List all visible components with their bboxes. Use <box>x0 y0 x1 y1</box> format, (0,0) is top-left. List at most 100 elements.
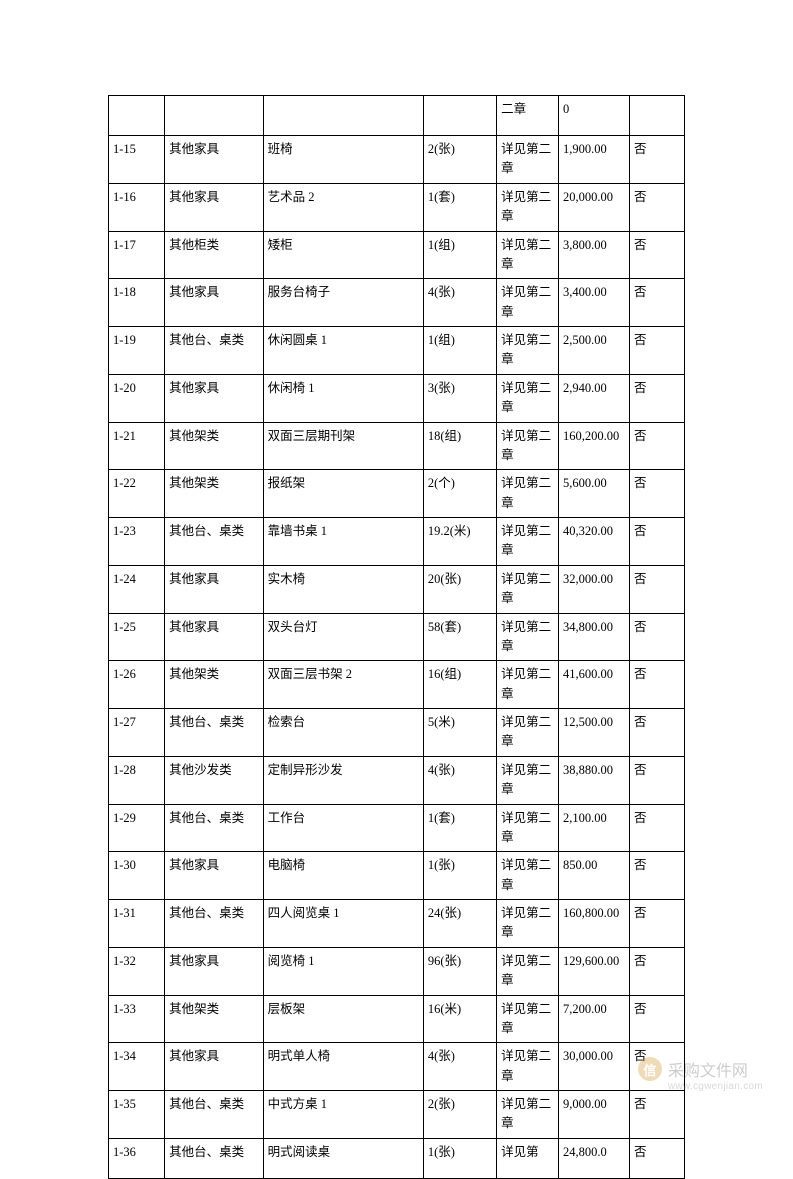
table-cell: 16(米) <box>423 995 496 1043</box>
table-cell: 1-33 <box>109 995 165 1043</box>
table-cell: 2,500.00 <box>559 327 630 375</box>
table-row: 1-29其他台、桌类工作台1(套)详见第二章2,100.00否 <box>109 804 685 852</box>
table-cell: 矮柜 <box>263 231 423 279</box>
table-cell: 1,900.00 <box>559 136 630 184</box>
table-cell: 双面三层书架 2 <box>263 661 423 709</box>
table-cell: 1-21 <box>109 422 165 470</box>
table-cell: 否 <box>629 374 684 422</box>
table-cell: 详见第二章 <box>497 709 559 757</box>
table-cell: 18(组) <box>423 422 496 470</box>
table-cell: 双头台灯 <box>263 613 423 661</box>
table-row: 1-22其他架类报纸架2(个)详见第二章5,600.00否 <box>109 470 685 518</box>
table-body: 二章01-15其他家具班椅2(张)详见第二章1,900.00否1-16其他家具艺… <box>109 96 685 1179</box>
table-cell: 2(张) <box>423 1091 496 1139</box>
table-cell: 否 <box>629 1138 684 1178</box>
table-cell: 双面三层期刊架 <box>263 422 423 470</box>
data-table: 二章01-15其他家具班椅2(张)详见第二章1,900.00否1-16其他家具艺… <box>108 95 685 1179</box>
table-cell: 班椅 <box>263 136 423 184</box>
table-cell: 24,800.0 <box>559 1138 630 1178</box>
table-cell: 1(组) <box>423 231 496 279</box>
table-cell: 9,000.00 <box>559 1091 630 1139</box>
table-cell: 其他家具 <box>165 613 263 661</box>
table-cell: 1-16 <box>109 183 165 231</box>
table-cell: 明式阅读桌 <box>263 1138 423 1178</box>
table-cell: 1-31 <box>109 900 165 948</box>
table-cell: 5,600.00 <box>559 470 630 518</box>
table-cell: 详见第二章 <box>497 136 559 184</box>
table-cell: 详见第二章 <box>497 231 559 279</box>
table-cell: 二章 <box>497 96 559 136</box>
table-cell: 1-18 <box>109 279 165 327</box>
table-cell: 12,500.00 <box>559 709 630 757</box>
table-cell: 详见第二章 <box>497 565 559 613</box>
table-cell: 否 <box>629 565 684 613</box>
table-cell <box>629 96 684 136</box>
table-cell: 30,000.00 <box>559 1043 630 1091</box>
table-cell: 其他家具 <box>165 183 263 231</box>
table-cell: 详见第二章 <box>497 613 559 661</box>
table-cell: 否 <box>629 1091 684 1139</box>
table-cell: 1-30 <box>109 852 165 900</box>
table-cell: 艺术品 2 <box>263 183 423 231</box>
table-row: 1-30其他家具电脑椅1(张)详见第二章850.00否 <box>109 852 685 900</box>
table-cell: 否 <box>629 661 684 709</box>
table-cell: 其他架类 <box>165 470 263 518</box>
table-cell: 40,320.00 <box>559 518 630 566</box>
table-cell: 定制异形沙发 <box>263 756 423 804</box>
table-cell: 1-36 <box>109 1138 165 1178</box>
watermark-url: www.cgwenjian.com <box>668 1081 763 1092</box>
table-row: 1-15其他家具班椅2(张)详见第二章1,900.00否 <box>109 136 685 184</box>
watermark: 信 采购文件网 www.cgwenjian.com <box>638 1057 763 1092</box>
table-cell: 其他家具 <box>165 947 263 995</box>
table-cell: 1-34 <box>109 1043 165 1091</box>
table-cell: 其他家具 <box>165 1043 263 1091</box>
table-cell: 4(张) <box>423 279 496 327</box>
table-cell: 否 <box>629 613 684 661</box>
table-cell: 1-32 <box>109 947 165 995</box>
table-row: 1-28其他沙发类定制异形沙发4(张)详见第二章38,880.00否 <box>109 756 685 804</box>
table-cell: 否 <box>629 470 684 518</box>
table-cell: 2(个) <box>423 470 496 518</box>
table-cell: 1(张) <box>423 852 496 900</box>
table-cell: 41,600.00 <box>559 661 630 709</box>
table-cell: 其他柜类 <box>165 231 263 279</box>
table-cell: 1-19 <box>109 327 165 375</box>
table-cell: 1-25 <box>109 613 165 661</box>
watermark-title: 采购文件网 <box>668 1057 748 1081</box>
table-row: 1-26其他架类双面三层书架 216(组)详见第二章41,600.00否 <box>109 661 685 709</box>
table-cell: 明式单人椅 <box>263 1043 423 1091</box>
table-cell: 其他架类 <box>165 422 263 470</box>
table-cell: 休闲椅 1 <box>263 374 423 422</box>
table-cell: 1-29 <box>109 804 165 852</box>
table-cell: 1-20 <box>109 374 165 422</box>
table-cell: 详见第二章 <box>497 183 559 231</box>
table-cell: 详见第二章 <box>497 422 559 470</box>
table-cell: 3(张) <box>423 374 496 422</box>
table-row: 1-21其他架类双面三层期刊架18(组)详见第二章160,200.00否 <box>109 422 685 470</box>
table-row: 1-27其他台、桌类检索台5(米)详见第二章12,500.00否 <box>109 709 685 757</box>
table-row: 1-25其他家具双头台灯58(套)详见第二章34,800.00否 <box>109 613 685 661</box>
table-row: 1-35其他台、桌类中式方桌 12(张)详见第二章9,000.00否 <box>109 1091 685 1139</box>
table-cell: 其他家具 <box>165 279 263 327</box>
table-cell: 4(张) <box>423 1043 496 1091</box>
table-row: 1-18其他家具服务台椅子4(张)详见第二章3,400.00否 <box>109 279 685 327</box>
table-cell: 1-15 <box>109 136 165 184</box>
table-row: 1-17其他柜类矮柜1(组)详见第二章3,800.00否 <box>109 231 685 279</box>
table-cell <box>423 96 496 136</box>
table-cell: 1-27 <box>109 709 165 757</box>
table-cell: 其他台、桌类 <box>165 900 263 948</box>
table-cell: 58(套) <box>423 613 496 661</box>
table-cell: 否 <box>629 327 684 375</box>
table-cell: 129,600.00 <box>559 947 630 995</box>
table-cell: 详见第二章 <box>497 995 559 1043</box>
table-cell: 电脑椅 <box>263 852 423 900</box>
table-cell: 2(张) <box>423 136 496 184</box>
table-cell: 服务台椅子 <box>263 279 423 327</box>
table-cell: 1-35 <box>109 1091 165 1139</box>
table-cell: 其他台、桌类 <box>165 327 263 375</box>
table-cell: 7,200.00 <box>559 995 630 1043</box>
table-cell: 1-28 <box>109 756 165 804</box>
table-cell: 其他家具 <box>165 136 263 184</box>
table-cell: 否 <box>629 422 684 470</box>
table-cell: 16(组) <box>423 661 496 709</box>
